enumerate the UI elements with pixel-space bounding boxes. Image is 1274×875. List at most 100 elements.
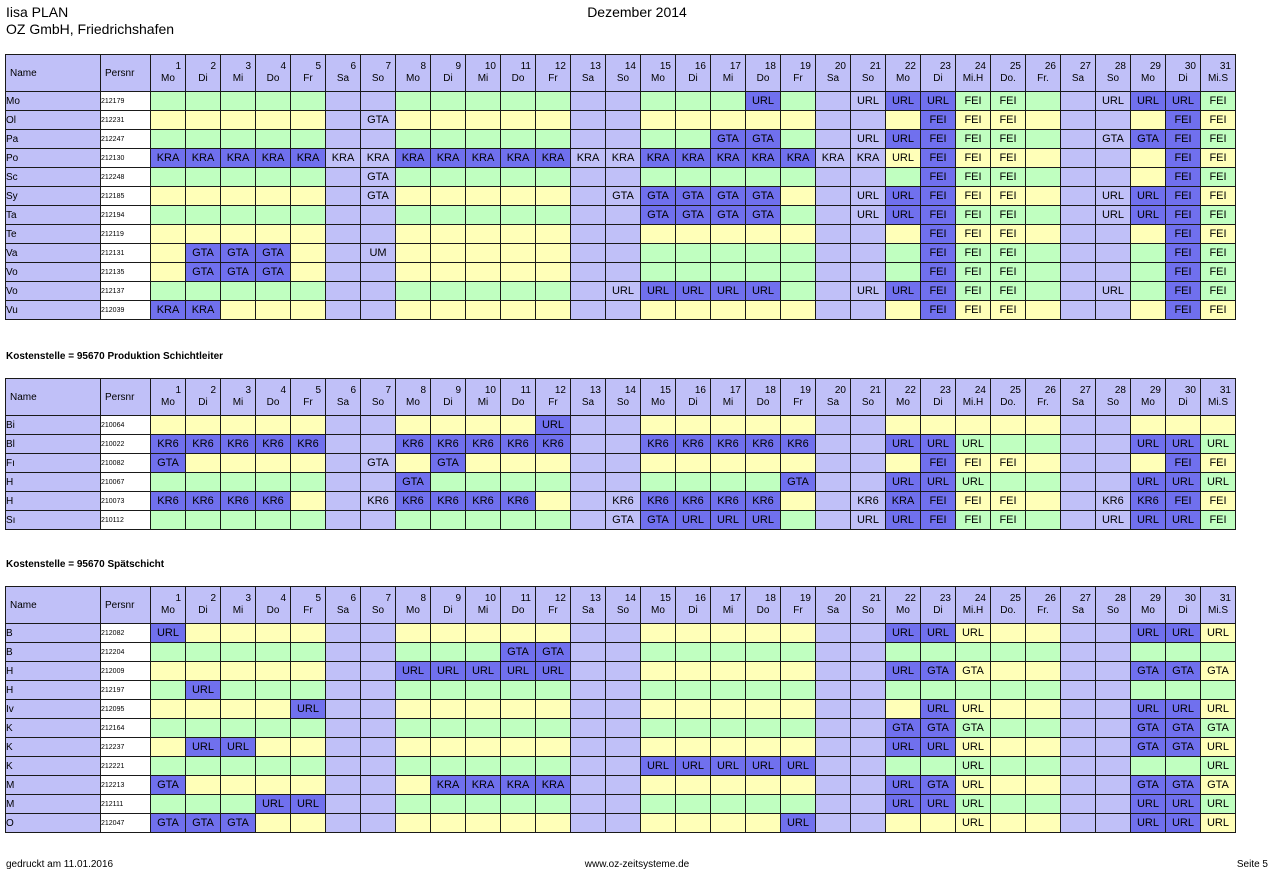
day-cell[interactable]: URL bbox=[1200, 623, 1236, 643]
day-cell[interactable] bbox=[990, 813, 1026, 833]
day-cell[interactable]: GTA bbox=[1130, 718, 1166, 738]
day-cell[interactable]: KR6 bbox=[185, 434, 221, 454]
day-cell[interactable] bbox=[325, 510, 361, 530]
day-cell[interactable] bbox=[710, 224, 746, 244]
day-cell[interactable] bbox=[850, 794, 886, 814]
day-cell[interactable] bbox=[465, 718, 501, 738]
day-cell[interactable] bbox=[360, 642, 396, 662]
day-cell[interactable]: KRA bbox=[325, 148, 361, 168]
day-cell[interactable]: URL bbox=[605, 281, 641, 301]
day-cell[interactable]: FEI bbox=[1165, 453, 1201, 473]
day-cell[interactable] bbox=[1095, 623, 1131, 643]
day-cell[interactable] bbox=[1060, 642, 1096, 662]
day-cell[interactable] bbox=[1095, 243, 1131, 263]
day-cell[interactable]: GTA bbox=[955, 661, 991, 681]
day-cell[interactable] bbox=[290, 813, 326, 833]
day-cell[interactable] bbox=[535, 510, 571, 530]
day-cell[interactable] bbox=[1095, 756, 1131, 776]
day-cell[interactable] bbox=[220, 794, 256, 814]
day-cell[interactable]: KR6 bbox=[255, 434, 291, 454]
day-cell[interactable] bbox=[780, 300, 816, 320]
day-cell[interactable]: URL bbox=[1165, 510, 1201, 530]
day-cell[interactable]: FEI bbox=[920, 148, 956, 168]
employee-row[interactable]: M 212213 GTA KRA KRA KRA KRA URL GTA URL GTA GTA GTA bbox=[5, 775, 1236, 795]
day-cell[interactable] bbox=[745, 813, 781, 833]
day-cell[interactable] bbox=[185, 661, 221, 681]
day-cell[interactable] bbox=[325, 243, 361, 263]
day-cell[interactable] bbox=[150, 281, 186, 301]
day-cell[interactable] bbox=[255, 813, 291, 833]
employee-row[interactable]: B 212082 URL URL URL URL URL URL URL bbox=[5, 623, 1236, 643]
day-cell[interactable]: FEI bbox=[955, 91, 991, 111]
day-cell[interactable] bbox=[430, 300, 466, 320]
day-cell[interactable] bbox=[570, 642, 606, 662]
day-cell[interactable] bbox=[465, 110, 501, 130]
day-cell[interactable]: GTA bbox=[255, 243, 291, 263]
day-cell[interactable] bbox=[500, 110, 536, 130]
day-cell[interactable] bbox=[1130, 262, 1166, 282]
day-cell[interactable] bbox=[570, 718, 606, 738]
day-cell[interactable]: URL bbox=[885, 91, 921, 111]
day-cell[interactable] bbox=[535, 756, 571, 776]
day-cell[interactable] bbox=[780, 623, 816, 643]
day-cell[interactable] bbox=[955, 642, 991, 662]
day-cell[interactable] bbox=[1095, 794, 1131, 814]
day-cell[interactable] bbox=[500, 718, 536, 738]
day-cell[interactable] bbox=[745, 415, 781, 435]
day-cell[interactable] bbox=[430, 224, 466, 244]
day-cell[interactable] bbox=[1025, 129, 1061, 149]
day-cell[interactable] bbox=[675, 794, 711, 814]
day-cell[interactable]: URL bbox=[675, 510, 711, 530]
day-cell[interactable] bbox=[430, 205, 466, 225]
day-cell[interactable] bbox=[535, 129, 571, 149]
day-cell[interactable] bbox=[990, 737, 1026, 757]
day-cell[interactable]: FEI bbox=[1200, 453, 1236, 473]
day-cell[interactable] bbox=[395, 167, 431, 187]
day-cell[interactable] bbox=[535, 680, 571, 700]
day-cell[interactable] bbox=[710, 167, 746, 187]
day-cell[interactable] bbox=[535, 453, 571, 473]
day-cell[interactable]: KR6 bbox=[150, 434, 186, 454]
day-cell[interactable] bbox=[255, 224, 291, 244]
day-cell[interactable] bbox=[570, 775, 606, 795]
day-cell[interactable]: URL bbox=[850, 205, 886, 225]
day-cell[interactable] bbox=[1130, 243, 1166, 263]
day-cell[interactable] bbox=[885, 262, 921, 282]
day-cell[interactable]: FEI bbox=[1165, 491, 1201, 511]
day-cell[interactable] bbox=[290, 205, 326, 225]
day-cell[interactable]: KR6 bbox=[360, 491, 396, 511]
day-cell[interactable]: URL bbox=[920, 91, 956, 111]
day-cell[interactable] bbox=[990, 661, 1026, 681]
day-cell[interactable] bbox=[395, 243, 431, 263]
employee-row[interactable]: Fı 210082 GTA GTA GTA FEI FEI FEI FEI FEI bbox=[5, 453, 1236, 473]
day-cell[interactable] bbox=[395, 756, 431, 776]
day-cell[interactable] bbox=[675, 680, 711, 700]
day-cell[interactable] bbox=[780, 224, 816, 244]
day-cell[interactable] bbox=[465, 510, 501, 530]
day-cell[interactable] bbox=[780, 415, 816, 435]
day-cell[interactable]: KR6 bbox=[500, 491, 536, 511]
day-cell[interactable] bbox=[640, 243, 676, 263]
day-cell[interactable] bbox=[535, 186, 571, 206]
day-cell[interactable] bbox=[1025, 813, 1061, 833]
day-cell[interactable]: GTA bbox=[605, 186, 641, 206]
day-cell[interactable] bbox=[150, 794, 186, 814]
day-cell[interactable] bbox=[185, 91, 221, 111]
day-cell[interactable]: URL bbox=[885, 472, 921, 492]
employee-row[interactable]: Po 212130 KRA KRA KRA KRA KRA KRA KRA KRA KRA KRA KR… bbox=[5, 148, 1236, 168]
day-cell[interactable]: FEI bbox=[955, 243, 991, 263]
day-cell[interactable] bbox=[500, 186, 536, 206]
day-cell[interactable] bbox=[290, 661, 326, 681]
day-cell[interactable] bbox=[570, 680, 606, 700]
day-cell[interactable] bbox=[290, 491, 326, 511]
day-cell[interactable]: URL bbox=[675, 281, 711, 301]
day-cell[interactable]: URL bbox=[290, 699, 326, 719]
day-cell[interactable]: URL bbox=[1165, 472, 1201, 492]
day-cell[interactable]: URL bbox=[395, 661, 431, 681]
day-cell[interactable] bbox=[1025, 243, 1061, 263]
day-cell[interactable]: URL bbox=[955, 813, 991, 833]
day-cell[interactable]: KRA bbox=[500, 775, 536, 795]
day-cell[interactable] bbox=[675, 699, 711, 719]
day-cell[interactable] bbox=[465, 472, 501, 492]
day-cell[interactable] bbox=[570, 623, 606, 643]
